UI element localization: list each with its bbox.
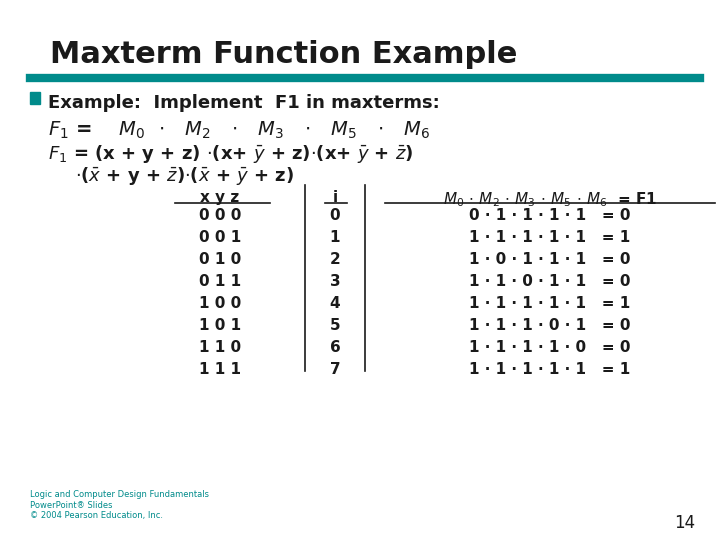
Text: 1 · 1 · 1 · 1 · 0   = 0: 1 · 1 · 1 · 1 · 0 = 0 <box>469 340 631 355</box>
Text: Example:  Implement  F1 in maxterms:: Example: Implement F1 in maxterms: <box>48 94 440 112</box>
Text: 1 0 0: 1 0 0 <box>199 296 241 311</box>
Text: Maxterm Function Example: Maxterm Function Example <box>50 40 518 69</box>
Text: 5: 5 <box>330 318 341 333</box>
Text: 1 · 1 · 1 · 1 · 1   = 1: 1 · 1 · 1 · 1 · 1 = 1 <box>469 296 631 311</box>
Text: 1 · 1 · 1 · 1 · 1   = 1: 1 · 1 · 1 · 1 · 1 = 1 <box>469 362 631 377</box>
Text: x y z: x y z <box>200 190 240 205</box>
Text: 7: 7 <box>330 362 341 377</box>
Text: 14: 14 <box>674 514 695 532</box>
Text: 1 · 1 · 1 · 0 · 1   = 0: 1 · 1 · 1 · 0 · 1 = 0 <box>469 318 631 333</box>
Text: 0 0 0: 0 0 0 <box>199 208 241 223</box>
Text: 1: 1 <box>330 230 341 245</box>
Text: $\cdot$($\bar{x}$ + y + $\bar{z}$)$\cdot$($\bar{x}$ + $\bar{y}$ + z): $\cdot$($\bar{x}$ + y + $\bar{z}$)$\cdot… <box>75 165 294 187</box>
Text: 1 · 0 · 1 · 1 · 1   = 0: 1 · 0 · 1 · 1 · 1 = 0 <box>469 252 631 267</box>
Text: Logic and Computer Design Fundamentals
PowerPoint® Slides
© 2004 Pearson Educati: Logic and Computer Design Fundamentals P… <box>30 490 209 520</box>
Text: 1 · 1 · 0 · 1 · 1   = 0: 1 · 1 · 0 · 1 · 1 = 0 <box>469 274 631 289</box>
Text: 0: 0 <box>330 208 341 223</box>
Text: 6: 6 <box>330 340 341 355</box>
Text: 0 1 1: 0 1 1 <box>199 274 241 289</box>
Text: 1 1 1: 1 1 1 <box>199 362 241 377</box>
Text: 3: 3 <box>330 274 341 289</box>
Text: 4: 4 <box>330 296 341 311</box>
Text: $F_1$ = (x + y + z) $\cdot$(x+ $\bar{y}$ + z)$\cdot$(x+ $\bar{y}$ + $\bar{z}$): $F_1$ = (x + y + z) $\cdot$(x+ $\bar{y}$… <box>48 143 413 165</box>
Text: 0 1 0: 0 1 0 <box>199 252 241 267</box>
Text: 2: 2 <box>330 252 341 267</box>
Text: 0 0 1: 0 0 1 <box>199 230 241 245</box>
Text: $F_1$ =    $M_0$  $\cdot$   $M_2$   $\cdot$   $M_3$   $\cdot$   $M_5$   $\cdot$ : $F_1$ = $M_0$ $\cdot$ $M_2$ $\cdot$ $M_3… <box>48 120 431 141</box>
Text: 1 1 0: 1 1 0 <box>199 340 241 355</box>
Text: $M_0$ $\cdot$ $M_2$ $\cdot$ $M_3$ $\cdot$ $M_5$ $\cdot$ $M_6$  = F1: $M_0$ $\cdot$ $M_2$ $\cdot$ $M_3$ $\cdot… <box>443 190 657 208</box>
Text: 1 · 1 · 1 · 1 · 1   = 1: 1 · 1 · 1 · 1 · 1 = 1 <box>469 230 631 245</box>
Text: 0 · 1 · 1 · 1 · 1   = 0: 0 · 1 · 1 · 1 · 1 = 0 <box>469 208 631 223</box>
Text: i: i <box>333 190 338 205</box>
Bar <box>30 92 40 104</box>
Text: 1 0 1: 1 0 1 <box>199 318 241 333</box>
